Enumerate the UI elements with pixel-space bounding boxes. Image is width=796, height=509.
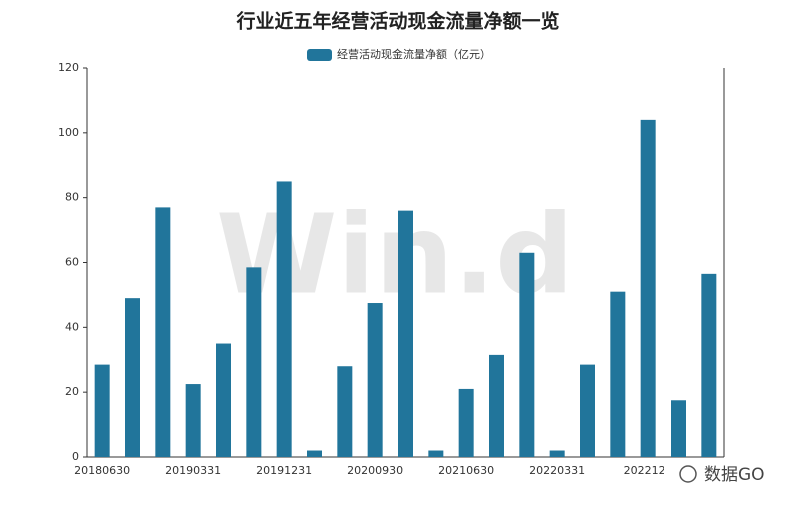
bar [640,119,656,457]
watermark: Win.d [216,190,574,318]
x-tick-label: 20191231 [256,464,312,477]
y-tick-label: 100 [58,126,79,139]
x-tick-label: 20190331 [165,464,221,477]
badge-icon [679,465,697,483]
bar [185,384,201,457]
badge-bg [664,459,784,491]
x-tick-label: 20200930 [347,464,403,477]
y-tick-label: 80 [65,191,79,204]
bar [155,207,171,457]
x-tick-label: 2022123 [624,464,673,477]
bar [489,354,504,457]
y-tick-label: 20 [65,385,79,398]
bar [701,273,717,457]
chart-title: 行业近五年经营活动现金流量净额一览 [235,10,559,33]
bar [94,364,110,457]
y-tick-label: 60 [65,256,79,269]
bar [216,343,231,457]
bar [519,252,535,457]
legend-swatch [307,49,332,61]
bar [580,364,595,457]
x-tick-label: 20220331 [529,464,585,477]
bar [458,388,474,457]
bar [367,303,383,457]
bar [428,450,444,457]
bar [671,400,686,457]
bar [549,450,565,457]
legend-label: 经营活动现金流量净额（亿元） [337,47,491,61]
x-tick-label: 20180630 [74,464,130,477]
bar [276,181,292,458]
bar [125,298,140,457]
y-tick-label: 40 [65,320,79,333]
bar [246,267,262,457]
bar [307,450,322,457]
y-tick-label: 120 [58,61,79,74]
bar [337,366,353,457]
y-tick-label: 0 [72,450,79,463]
badge: 数据GO [704,465,765,485]
bar [398,210,413,457]
x-tick-label: 20210630 [438,464,494,477]
bar [610,291,626,457]
